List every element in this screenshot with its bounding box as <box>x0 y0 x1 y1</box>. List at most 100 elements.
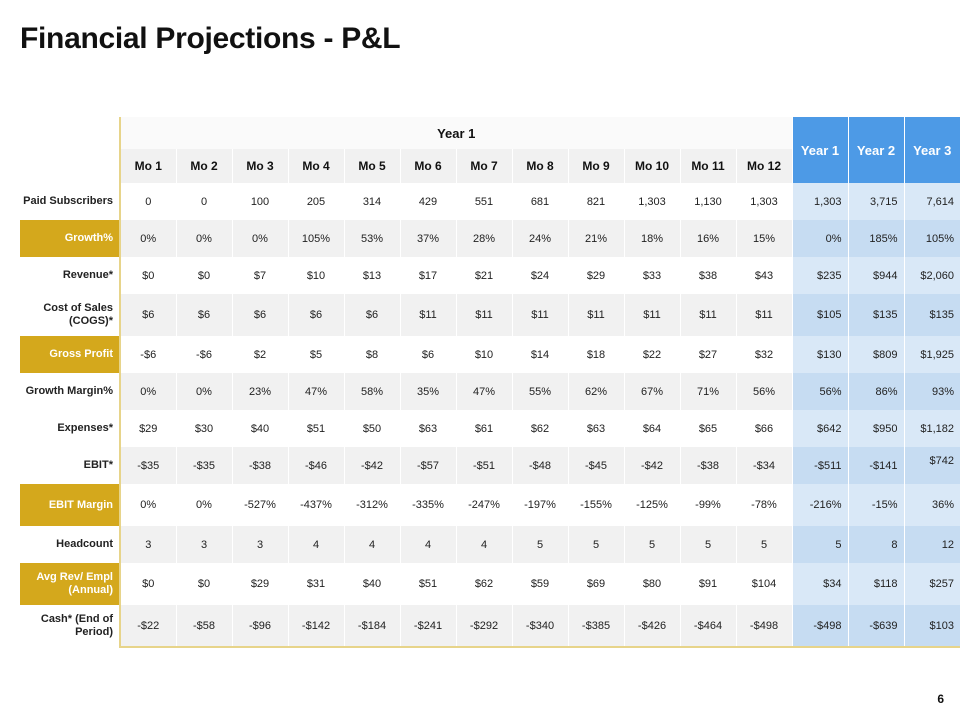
month-header: Mo 1 <box>119 149 176 183</box>
year-value-cell: $944 <box>847 257 904 294</box>
row-label: EBIT Margin <box>20 484 120 526</box>
month-value-cell: 0% <box>119 220 176 257</box>
month-value-cell: 100 <box>231 183 288 220</box>
month-value-cell: 4 <box>343 526 400 563</box>
month-value-cell: -99% <box>679 484 736 526</box>
group-header-year1: Year 1 <box>119 117 792 149</box>
row-label: Growth Margin% <box>25 385 113 397</box>
month-value-cell: $59 <box>511 563 568 605</box>
month-value-cell: 0 <box>175 183 232 220</box>
year-value-cell: 7,614 <box>903 183 960 220</box>
month-value-cell: -$6 <box>175 336 232 373</box>
year-header: Year 3 <box>903 117 960 183</box>
month-value-cell: -335% <box>399 484 456 526</box>
year-value-cell: $742 <box>903 447 960 484</box>
month-value-cell: -$498 <box>735 605 792 648</box>
month-value-cell: -155% <box>567 484 624 526</box>
month-value-cell: 24% <box>511 220 568 257</box>
month-value-cell: -$142 <box>287 605 344 648</box>
month-header: Mo 4 <box>287 149 344 183</box>
month-value-cell: $8 <box>343 336 400 373</box>
month-value-cell: 551 <box>455 183 512 220</box>
month-value-cell: 821 <box>567 183 624 220</box>
month-value-cell: $80 <box>623 563 680 605</box>
month-value-cell: $64 <box>623 410 680 447</box>
month-value-cell: $66 <box>735 410 792 447</box>
month-value-cell: $29 <box>567 257 624 294</box>
month-value-cell: -$96 <box>231 605 288 648</box>
month-value-cell: $29 <box>119 410 176 447</box>
row-label: Paid Subscribers <box>23 195 113 207</box>
month-value-cell: $17 <box>399 257 456 294</box>
year-value-cell: $130 <box>791 336 848 373</box>
month-value-cell: $0 <box>175 257 232 294</box>
year-value-cell: -$498 <box>791 605 848 648</box>
year-value-cell: 86% <box>847 373 904 410</box>
year-value-cell: $2,060 <box>903 257 960 294</box>
month-value-cell: 1,303 <box>735 183 792 220</box>
month-value-cell: -$48 <box>511 447 568 484</box>
month-value-cell: $30 <box>175 410 232 447</box>
month-value-cell: $69 <box>567 563 624 605</box>
month-value-cell: -$6 <box>119 336 176 373</box>
year-value-cell: $103 <box>903 605 960 648</box>
year-value-cell: 0% <box>791 220 848 257</box>
row-label: Gross Profit <box>20 336 120 373</box>
month-value-cell: 0% <box>119 373 176 410</box>
month-value-cell: $40 <box>343 563 400 605</box>
month-value-cell: 5 <box>679 526 736 563</box>
row-label: Growth% <box>20 220 120 257</box>
month-value-cell: -$22 <box>119 605 176 648</box>
year-value-cell: $257 <box>903 563 960 605</box>
month-value-cell: $27 <box>679 336 736 373</box>
month-value-cell: 4 <box>287 526 344 563</box>
month-header: Mo 7 <box>455 149 512 183</box>
month-value-cell: 71% <box>679 373 736 410</box>
month-value-cell: $62 <box>511 410 568 447</box>
year-value-cell: 1,303 <box>791 183 848 220</box>
month-value-cell: $24 <box>511 257 568 294</box>
month-value-cell: $22 <box>623 336 680 373</box>
month-value-cell: $31 <box>287 563 344 605</box>
month-value-cell: -$42 <box>623 447 680 484</box>
month-value-cell: 429 <box>399 183 456 220</box>
table-row: Headcount 3 3 3 4 4 4 4 5 5 5 5 5 5 8 12 <box>20 526 960 563</box>
month-value-cell: $6 <box>119 294 176 336</box>
month-value-cell: 0% <box>175 373 232 410</box>
month-value-cell: 3 <box>119 526 176 563</box>
table-row: Paid Subscribers 0 0 100 205 314 429 551 681 821 1… <box>20 183 960 220</box>
year-value-cell: -$639 <box>847 605 904 648</box>
month-value-cell: -$35 <box>175 447 232 484</box>
month-value-cell: 58% <box>343 373 400 410</box>
month-value-cell: 5 <box>735 526 792 563</box>
month-value-cell: -$38 <box>679 447 736 484</box>
year-value-cell: $950 <box>847 410 904 447</box>
year-value-cell: 3,715 <box>847 183 904 220</box>
month-header: Mo 8 <box>511 149 568 183</box>
month-header: Mo 10 <box>623 149 680 183</box>
month-value-cell: $6 <box>231 294 288 336</box>
month-value-cell: -437% <box>287 484 344 526</box>
year-value-cell: -$141 <box>847 447 904 484</box>
month-value-cell: $65 <box>679 410 736 447</box>
month-value-cell: $63 <box>399 410 456 447</box>
month-value-cell: 0% <box>175 484 232 526</box>
month-value-cell: $21 <box>455 257 512 294</box>
row-label: Avg Rev/ Empl (Annual) <box>20 563 120 605</box>
month-value-cell: 35% <box>399 373 456 410</box>
month-value-cell: $40 <box>231 410 288 447</box>
row-label: Revenue* <box>62 269 113 281</box>
year-value-cell: $118 <box>847 563 904 605</box>
month-value-cell: 23% <box>231 373 288 410</box>
month-value-cell: -$241 <box>399 605 456 648</box>
month-value-cell: 53% <box>343 220 400 257</box>
year-value-cell: 185% <box>847 220 904 257</box>
table-row: Growth Margin% 0% 0% 23% 47% 58% 35% 47% 55% 62% 6… <box>20 373 960 410</box>
table-row: Cost of Sales (COGS)* $6 $6 $6 $6 $6 $11 $11 $11… <box>20 294 960 336</box>
month-value-cell: $18 <box>567 336 624 373</box>
month-value-cell: $43 <box>735 257 792 294</box>
month-value-cell: 3 <box>231 526 288 563</box>
year-value-cell: $34 <box>791 563 848 605</box>
year-value-cell: $809 <box>847 336 904 373</box>
month-value-cell: $62 <box>455 563 512 605</box>
